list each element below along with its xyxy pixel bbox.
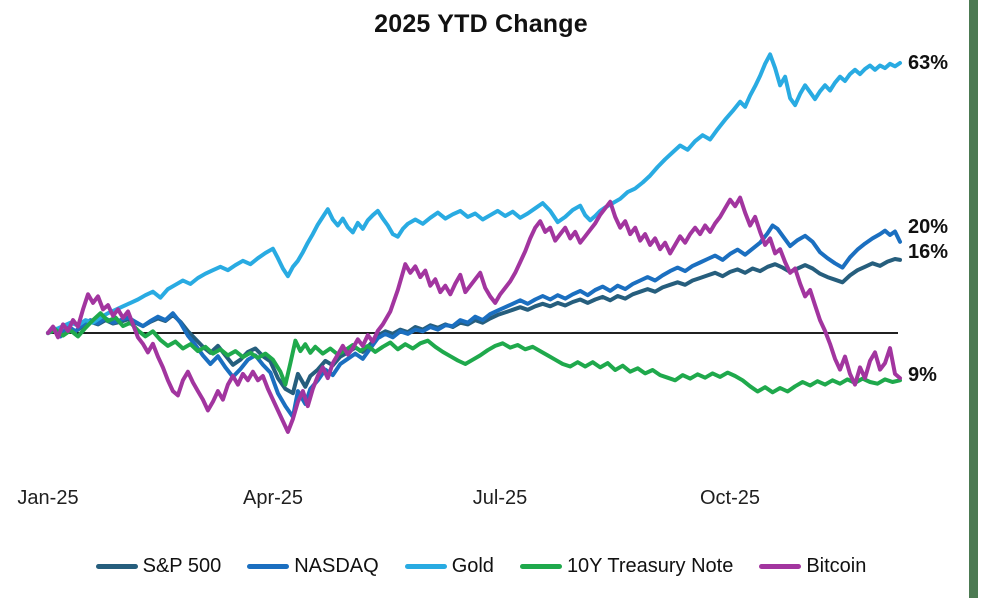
end-value-label-20pct: 20% [908, 216, 949, 238]
right-edge-decoration-bar [969, 0, 978, 598]
legend-label-nasdaq: NASDAQ [294, 554, 379, 577]
end-value-label-16pct: 16% [908, 241, 949, 263]
x-tick-label-jul-25: Jul-25 [472, 487, 528, 509]
end-value-label-63pct: 63% [908, 52, 949, 74]
chart-plot-area [46, 52, 902, 434]
legend-label-10y-treasury-note: 10Y Treasury Note [566, 554, 734, 577]
chart-legend: S&P 500 NASDAQ Gold 10Y Treasury Note Bitcoi… [0, 551, 962, 581]
legend-item-gold: Gold [404, 554, 494, 578]
legend-line-swatch-10y-treasury-note [519, 563, 562, 569]
end-value-label-9pct: 9% [908, 364, 937, 386]
legend-label-gold: Gold [451, 554, 494, 577]
legend-item-nasdaq: NASDAQ [247, 554, 379, 578]
legend-line-swatch-nasdaq [247, 563, 290, 569]
series-line-treasury [46, 311, 902, 395]
legend-line-swatch-bitcoin [759, 563, 802, 569]
series-line-gold [46, 52, 902, 335]
legend-item-s-p-500: S&P 500 [95, 554, 222, 578]
legend-line-swatch-gold [404, 563, 447, 569]
legend-item-10y-treasury-note: 10Y Treasury Note [519, 554, 734, 578]
legend-label-bitcoin: Bitcoin [806, 554, 867, 577]
legend-line-swatch-s-p-500 [95, 563, 138, 569]
x-tick-label-apr-25: Apr-25 [242, 487, 304, 509]
series-line-bitcoin [46, 195, 902, 434]
chart-title: 2025 YTD Change [374, 10, 588, 38]
x-tick-label-jan-25: Jan-25 [17, 487, 79, 509]
x-tick-label-oct-25: Oct-25 [699, 487, 761, 509]
series-line-nasdaq [46, 223, 902, 419]
legend-label-s-p-500: S&P 500 [142, 554, 222, 577]
legend-item-bitcoin: Bitcoin [759, 555, 866, 578]
